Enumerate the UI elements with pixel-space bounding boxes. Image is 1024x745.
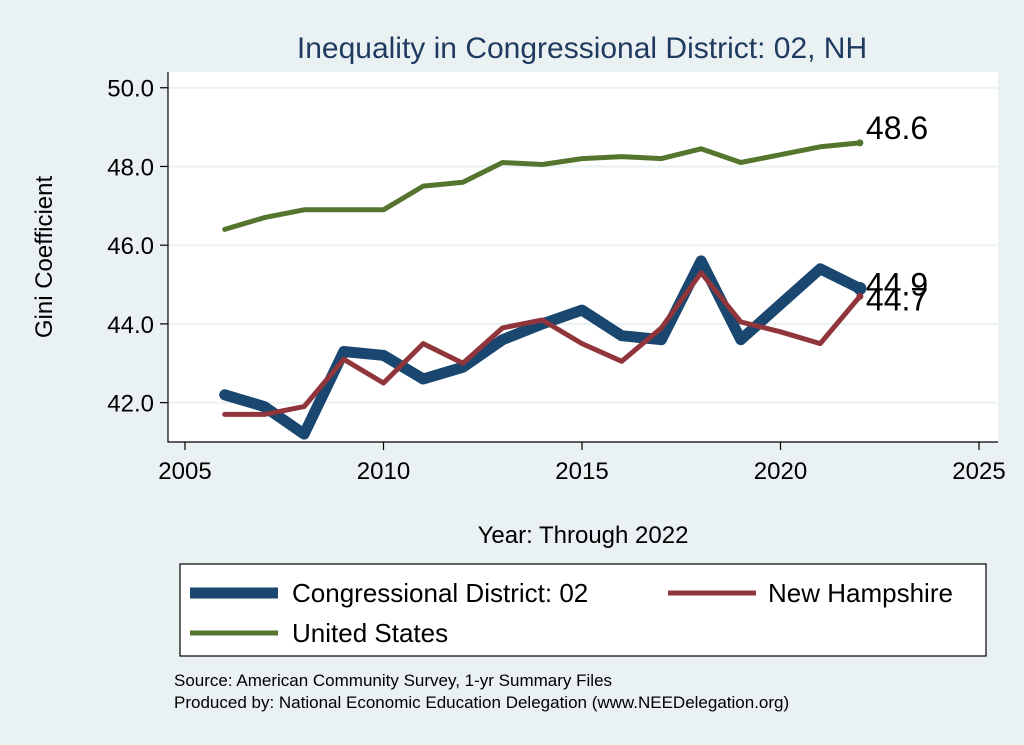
series-end-point-1	[856, 292, 864, 300]
y-axis-ticks: 42.0 44.0 46.0 48.0 50.0	[107, 76, 168, 418]
y-tick-label-0: 42.0	[107, 391, 154, 418]
y-tick-label-3: 48.0	[107, 154, 154, 181]
end-label-2: 48.6	[866, 110, 928, 146]
source-note: Source: American Community Survey, 1-yr …	[174, 671, 612, 690]
x-axis-label: Year: Through 2022	[478, 522, 689, 549]
x-tick-label-4: 2025	[952, 458, 1005, 485]
y-tick-label-1: 44.0	[107, 312, 154, 339]
producer-note: Produced by: National Economic Education…	[174, 693, 789, 712]
series-lines	[219, 139, 867, 440]
y-tick-label-4: 50.0	[107, 76, 154, 103]
series-line-2	[222, 140, 863, 232]
series-line-1	[222, 270, 863, 417]
axes	[167, 72, 998, 443]
series-end-point-0	[853, 281, 867, 295]
end-value-labels: 44.944.7 48.6	[866, 110, 928, 318]
chart-title: Inequality in Congressional District: 02…	[297, 32, 867, 65]
series-line-0	[219, 255, 866, 440]
end-label-1: 44.7	[866, 281, 928, 317]
y-tick-label-2: 46.0	[107, 233, 154, 260]
y-axis-label: Gini Coefficient	[31, 176, 58, 339]
x-axis-ticks: 2005 2010 2015 2020 2025	[158, 442, 1006, 485]
series-end-point-2	[856, 139, 864, 147]
x-tick-label-3: 2020	[754, 458, 807, 485]
x-tick-label-0: 2005	[158, 458, 211, 485]
x-tick-label-2: 2015	[555, 458, 608, 485]
x-tick-label-1: 2010	[357, 458, 410, 485]
legend-label-1: New Hampshire	[768, 578, 953, 608]
legend-items: Congressional District: 02 New Hampshire U…	[190, 578, 953, 648]
legend	[179, 563, 987, 657]
legend-label-0: Congressional District: 02	[292, 578, 588, 608]
legend-label-2: United States	[292, 618, 448, 648]
plot-area	[168, 72, 998, 442]
end-label-0: 44.9	[866, 266, 928, 302]
